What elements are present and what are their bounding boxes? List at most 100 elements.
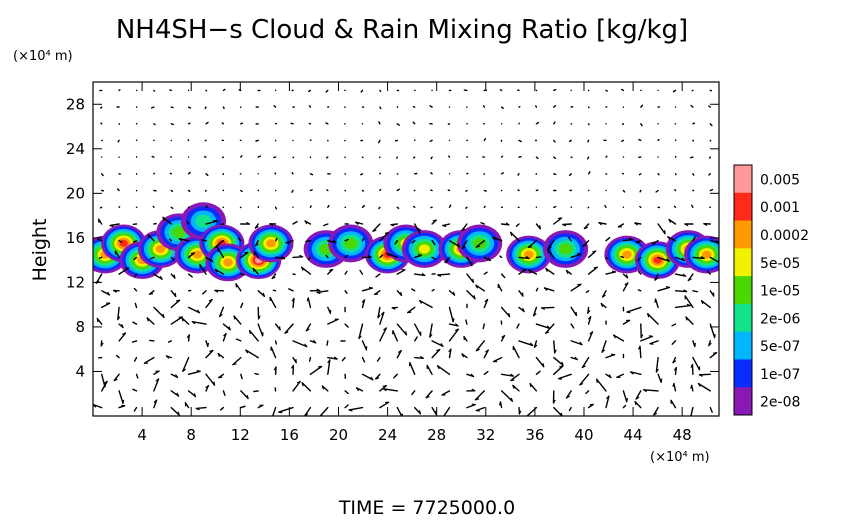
wind-vector [202,240,207,241]
colorbar-swatch [734,276,752,304]
wind-vector [206,374,215,385]
wind-vector [554,341,555,353]
wind-vector [500,90,501,91]
wind-vector [189,274,193,277]
wind-vector [133,341,137,342]
wind-vector [691,106,693,108]
wind-vector [118,140,119,141]
wind-vector [342,358,345,361]
wind-vector [222,123,223,124]
wind-vector [640,207,641,208]
wind-vector [413,122,415,124]
colorbar-label: 1e-05 [760,284,800,300]
x-tick-label: 44 [624,426,643,444]
wind-vector-head [97,319,98,322]
wind-vector [310,206,311,207]
wind-vector-head [627,398,628,402]
wind-vector [467,291,475,299]
wind-vector [326,123,328,124]
wind-vector-head [307,298,308,301]
wind-vector [442,391,450,395]
wind-vector-head [526,417,529,418]
wind-vector [699,374,710,375]
wind-vector-head [650,344,653,345]
wind-vector [702,301,711,308]
wind-vector [410,363,415,375]
wind-vector [658,174,659,175]
wind-vector [279,408,293,413]
wind-vector [554,366,563,374]
wind-vector [691,157,693,158]
wind-vector [476,408,484,411]
wind-vector [676,306,691,308]
wind-vector-head [511,380,515,381]
wind-vector [189,191,190,192]
wind-vector [189,123,190,124]
wind-vector [306,241,310,242]
wind-vector [606,156,607,157]
wind-vector [536,288,537,291]
wind-vector [102,374,105,387]
colorbar-swatch [734,193,752,221]
wind-vector [256,140,258,141]
wind-vector [517,324,519,328]
wind-vector [206,90,207,91]
wind-vector [430,106,432,107]
wind-vector [345,391,348,394]
wind-vector [710,124,712,126]
wind-vector-head [418,255,421,256]
colorbar-label: 2e-08 [760,395,800,411]
wind-vector [393,331,397,341]
wind-vector [481,223,484,224]
wind-vector [363,341,367,350]
wind-vector-head [695,343,696,347]
wind-vector [361,90,362,92]
wind-vector [414,207,415,208]
wind-vector [118,189,120,191]
wind-vector [285,324,293,333]
wind-vector [223,391,225,395]
wind-vector [621,257,623,258]
wind-vector [241,303,243,307]
wind-vector-head [208,343,209,346]
wind-vector-head [279,412,283,413]
wind-vector-head [543,363,544,366]
cloud-contour [559,244,572,255]
wind-vector [415,337,418,341]
wind-vector [710,324,714,337]
wind-vector [206,174,208,176]
wind-vector [622,90,624,91]
wind-vector [675,206,676,207]
wind-vector-head [176,300,180,301]
wind-vector-head [473,279,474,282]
wind-vector [154,90,155,91]
wind-vector [171,124,173,125]
wind-vector [373,224,380,231]
wind-vector [639,174,640,175]
wind-vector [675,190,676,191]
wind-vector [511,232,519,240]
wind-vector [580,374,589,385]
wind-vector [363,288,373,291]
wind-vector [189,371,201,374]
wind-vector [133,389,137,391]
wind-vector [119,391,123,403]
wind-vector [656,191,658,193]
wind-vector [450,205,451,207]
colorbar: 0.0050.0010.00025e-051e-052e-065e-071e-0… [734,165,809,416]
wind-vector [378,358,380,362]
wind-vector [432,290,434,291]
wind-vector [442,408,450,420]
wind-vector [241,374,242,378]
wind-vector [554,140,555,142]
colorbar-label: 2e-06 [760,311,800,327]
wind-vector [292,191,293,193]
wind-vector [693,291,697,292]
wind-vector [638,290,640,291]
colorbar-swatch [734,165,752,193]
wind-vector [291,123,293,124]
wind-vector [273,290,275,291]
wind-vector-head [121,405,124,406]
cloud-contour [193,251,203,259]
x-tick-label: 28 [427,426,446,444]
